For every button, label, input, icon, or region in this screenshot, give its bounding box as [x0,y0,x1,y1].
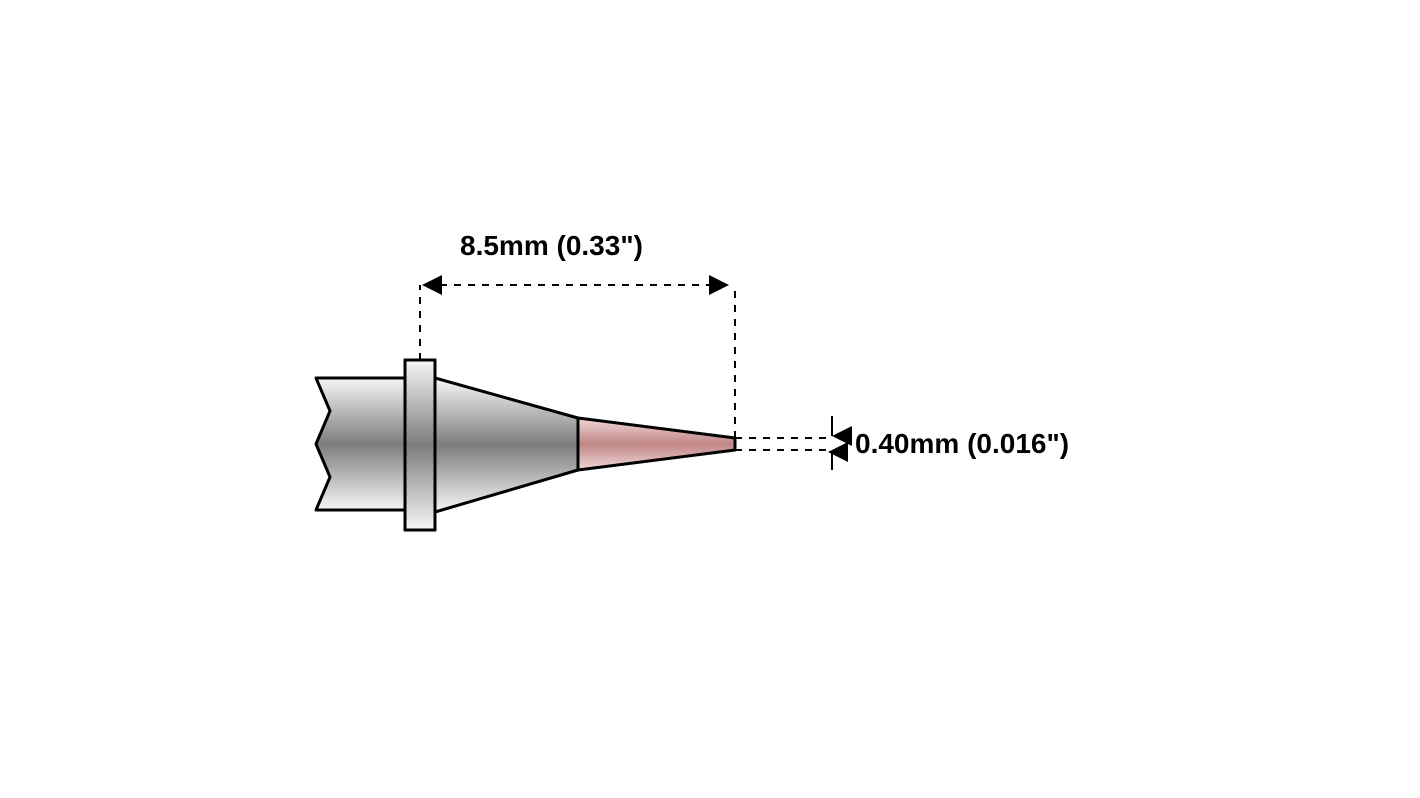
length-dimension-label: 8.5mm (0.33") [460,230,643,262]
tip-dimension-label: 0.40mm (0.016") [855,428,1069,460]
diagram-canvas: 8.5mm (0.33") 0.40mm (0.016") [0,0,1420,798]
technical-drawing-svg [0,0,1420,798]
tip-body-fill [316,360,735,530]
